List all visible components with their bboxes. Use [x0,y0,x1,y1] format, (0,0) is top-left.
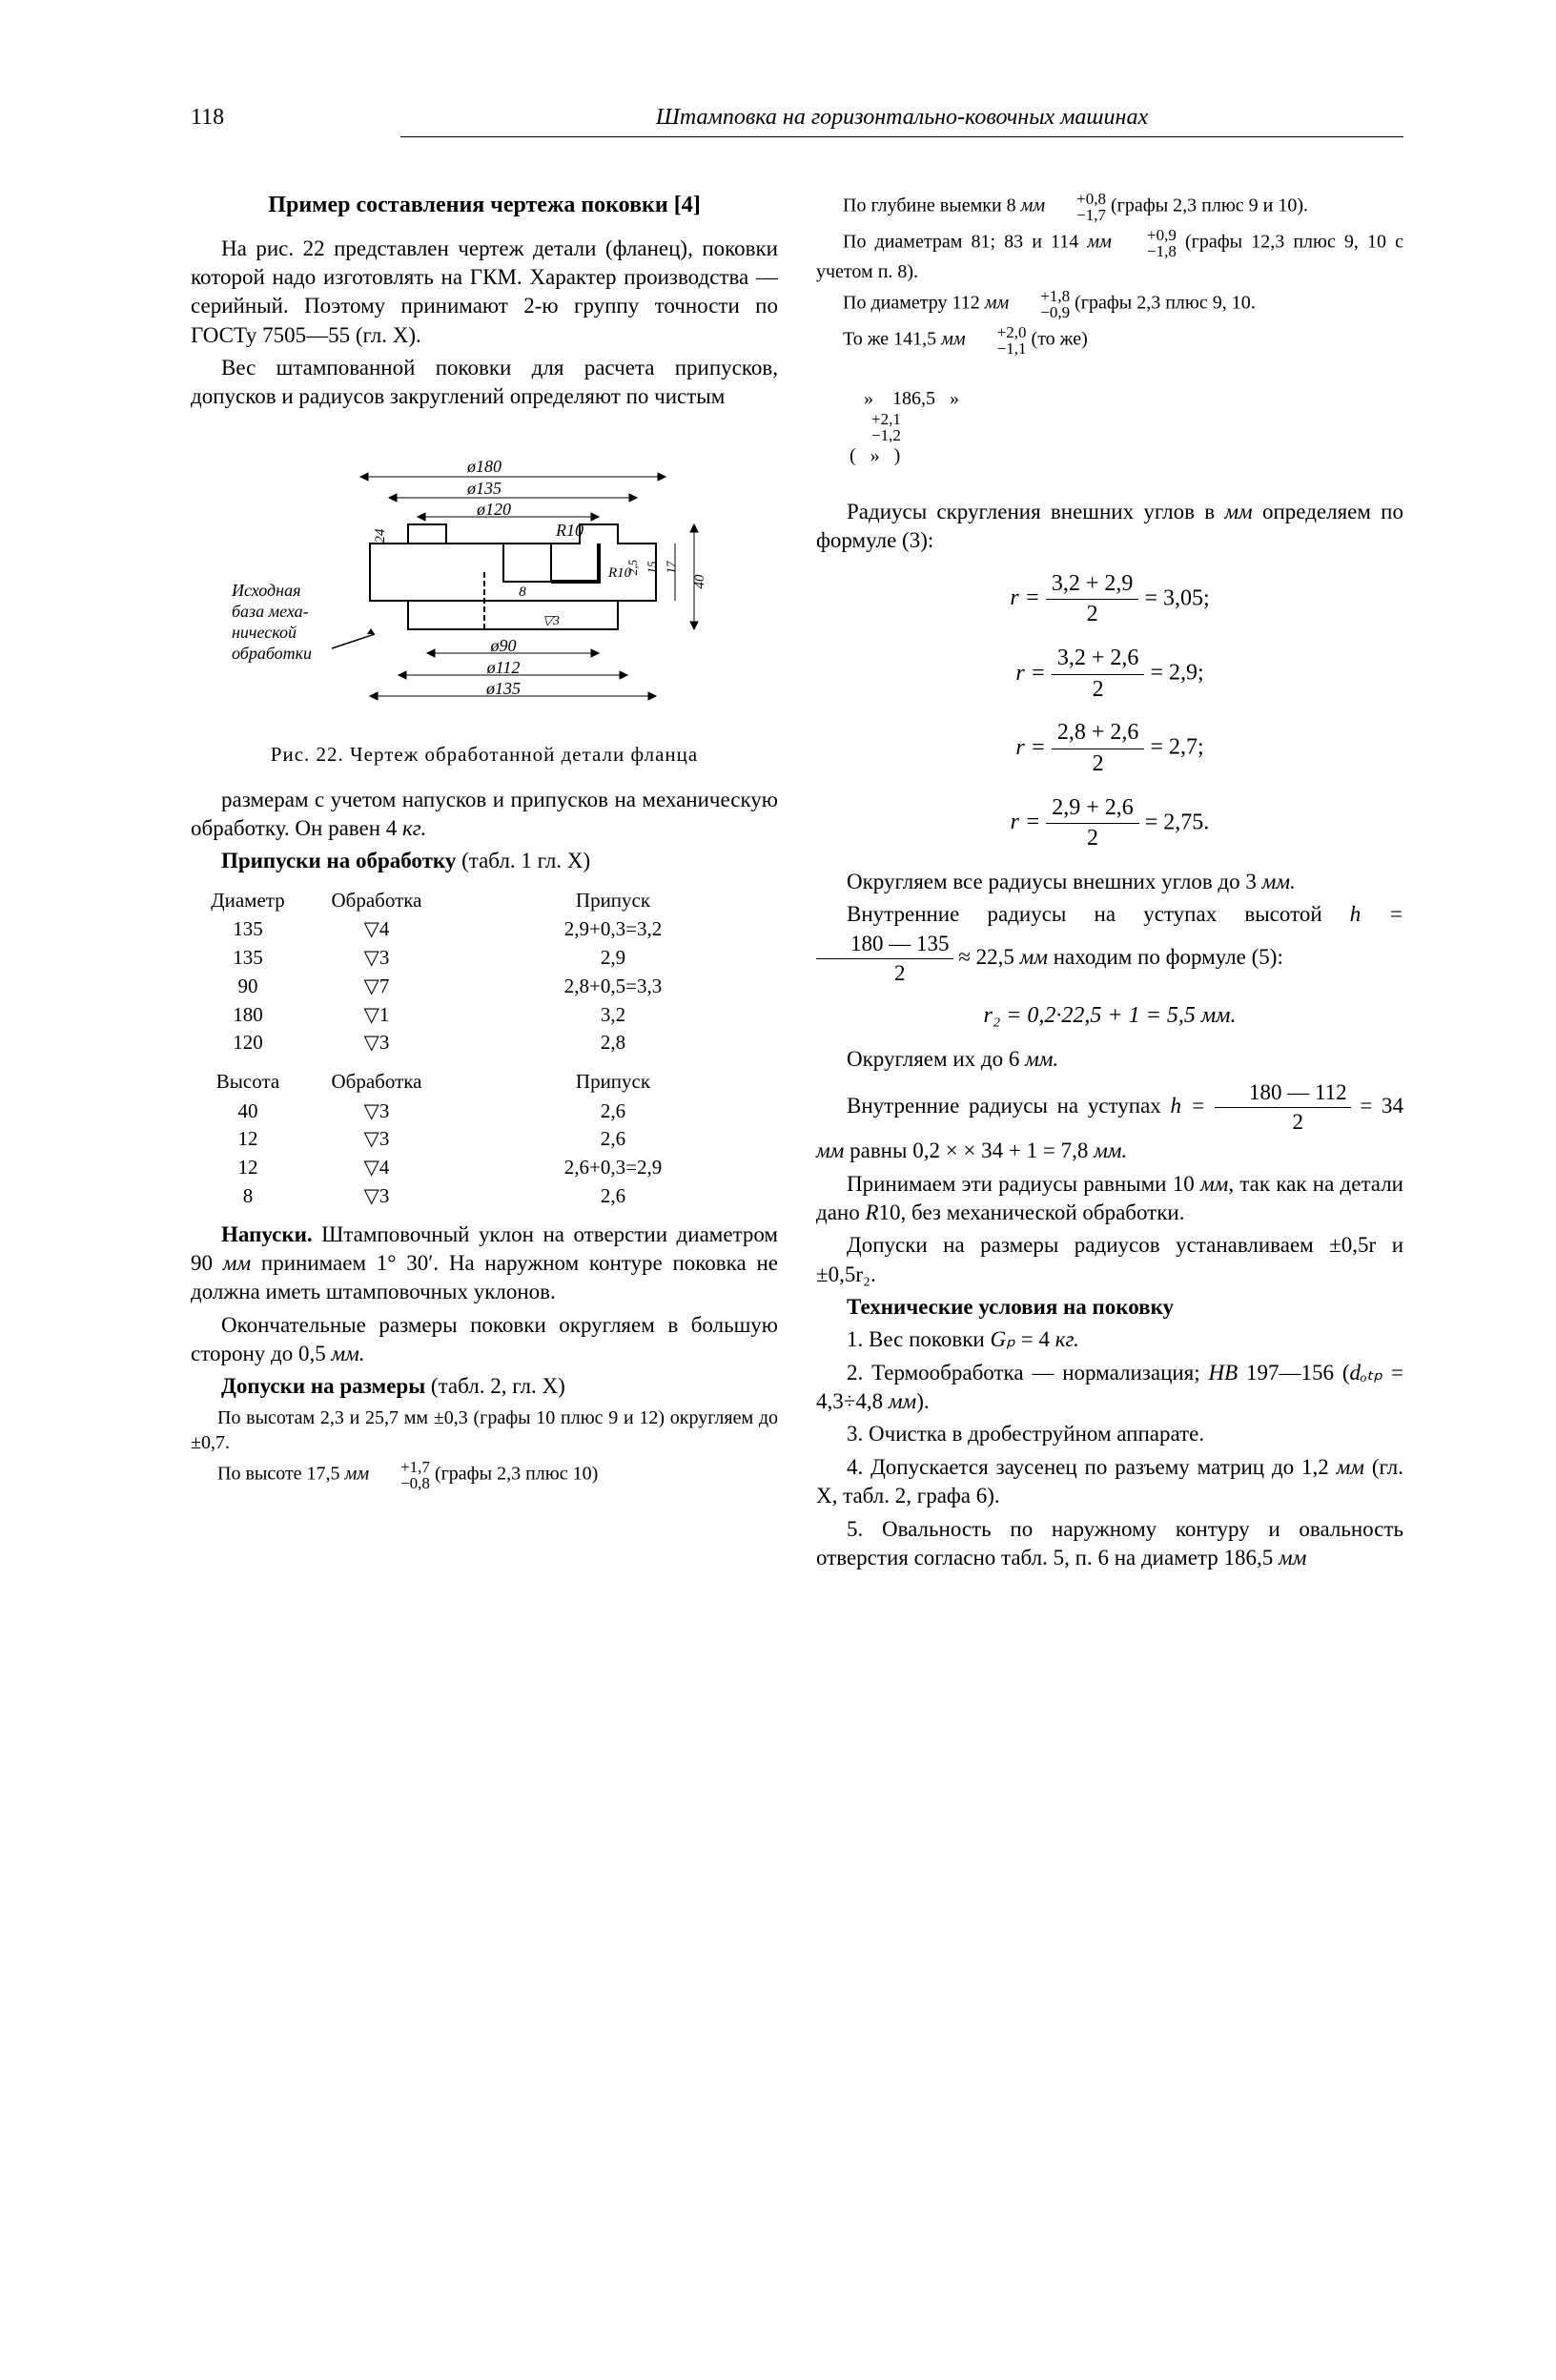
para-round3: Округляем все радиусы внешних углов до 3… [816,868,1403,896]
small-diam81: По диаметрам 81; 83 и 114 мм +0,9−1,8 (г… [816,227,1403,284]
tech5: 5. Овальность по наружному контуру и ова… [816,1515,1403,1573]
dim-8: 8 [519,585,526,600]
dim-d135b: ø135 [485,679,521,698]
para-radius-tol: Допуски на размеры радиусов устанавливае… [816,1231,1403,1289]
small-depth: По глубине выемки 8 мм +0,8−1,7 (графы 2… [816,191,1403,223]
table-row: 90▽72,8+0,5=3,3 [191,973,778,1001]
formula-r1: r = 3,2 + 2,92 = 3,05; [816,569,1403,630]
formula-r2: r = 3,2 + 2,62 = 2,9; [816,644,1403,705]
para-intro: На рис. 22 представлен чертеж детали (фл… [191,235,778,350]
dim-17: 17 [664,561,678,574]
dim-r10a: R10 [555,521,584,540]
dim-15: 15 [645,561,659,574]
para-weight: Вес штампованной поковки для расчета при… [191,354,778,412]
page-number: 118 [191,105,224,131]
table-row: 120▽32,8 [191,1029,778,1057]
para-inner-radii: Внутренние радиусы на уступах высотой h … [816,900,1403,988]
formula-r2calc: r₂ = 0,2·22,5 + 1 = 5,5 мм. [816,1001,1403,1032]
tri3: ▽3 [543,614,560,628]
dim-d135a: ø135 [466,479,502,498]
para-napuski: Напуски. Штамповочный уклон на отверстии… [191,1221,778,1307]
tech3: 3. Очистка в дробеструйном аппарате. [816,1420,1403,1448]
tech-cond-title: Технические условия на поковку [816,1293,1403,1322]
para-round: Окончательные размеры поковки округляем … [191,1311,778,1369]
table-row: 40▽32,6 [191,1098,778,1126]
para-inner-radii2: Внутренние радиусы на уступах h = 180 — … [816,1078,1403,1166]
right-column: По глубине выемки 8 мм +0,8−1,7 (графы 2… [816,191,1403,1576]
formula-r3: r = 2,8 + 2,62 = 2,7; [816,718,1403,779]
dim-24: 24 [373,528,388,544]
dim-40: 40 [692,574,707,589]
figure-caption: Рис. 22. Чертеж обработанной детали флан… [191,742,778,769]
table-row: 135▽42,9+0,3=3,2 [191,915,778,944]
table-header: Высота Обработка Припуск [191,1067,778,1098]
running-header: Штамповка на горизонтально-ковочных маши… [400,105,1403,137]
figure-svg: ø180 ø135 ø120 R10 R10 ø90 ø112 ø135 24 … [217,429,751,734]
small-diam112: По диаметру 112 мм +1,8−0,9 (графы 2,3 п… [816,288,1403,320]
tech4: 4. Допускается заусенец по разъему матри… [816,1453,1403,1511]
table-row: 8▽32,6 [191,1182,778,1211]
figure-22: ø180 ø135 ø120 R10 R10 ø90 ø112 ø135 24 … [191,429,778,769]
tech1: 1. Вес поковки Gₚ = 4 кг. [816,1325,1403,1354]
formula-r4: r = 2,9 + 2,62 = 2,75. [816,793,1403,854]
small-diam141: То же 141,5 мм +2,0−1,1 (то же) [816,324,1403,357]
para-sizes: размерам с учетом напусков и припусков н… [191,786,778,844]
content-area: Пример составления чертежа поковки [4] Н… [191,191,1403,1576]
small-heights: По высотам 2,3 и 25,7 мм ±0,3 (графы 10 … [191,1405,778,1456]
para-round6: Округляем их до 6 мм. [816,1045,1403,1074]
section-title: Пример составления чертежа поковки [4] [191,191,778,221]
table-row: 12▽32,6 [191,1125,778,1154]
dim-d112: ø112 [486,658,521,677]
small-diam186: » 186,5 » +2,1−1,2 ( » ) [816,360,1403,494]
dim-25: 2,5 [625,559,640,575]
base-txt3: нической [232,623,297,642]
base-txt4: обработки [232,644,312,663]
dim-d90: ø90 [490,636,517,655]
para-pripuski: Припуски на обработку (табл. 1 гл. X) [191,847,778,875]
para-accept10: Принимаем эти радиусы равными 10 мм, так… [816,1170,1403,1228]
para-dopuski: Допуски на размеры (табл. 2, гл. X) [191,1372,778,1401]
table-row: 135▽32,9 [191,944,778,973]
table-row: 180▽13,2 [191,1001,778,1030]
base-txt1: Исходная [231,581,300,600]
base-txt2: база меха- [232,602,309,621]
table-height: Высота Обработка Припуск 40▽32,6 12▽32,6… [191,1067,778,1211]
small-height17: По высоте 17,5 мм +1,7−0,8 (графы 2,3 пл… [191,1459,778,1491]
table-diameter: Диаметр Обработка Припуск 135▽42,9+0,3=3… [191,886,778,1057]
left-column: Пример составления чертежа поковки [4] Н… [191,191,778,1576]
para-radii: Радиусы скругления внешних углов в мм оп… [816,498,1403,556]
table-header: Диаметр Обработка Припуск [191,886,778,916]
dim-d120: ø120 [476,500,511,519]
dim-d180: ø180 [466,457,502,476]
tech2: 2. Термообработка — нормализация; HB 197… [816,1359,1403,1417]
table-row: 12▽42,6+0,3=2,9 [191,1154,778,1182]
